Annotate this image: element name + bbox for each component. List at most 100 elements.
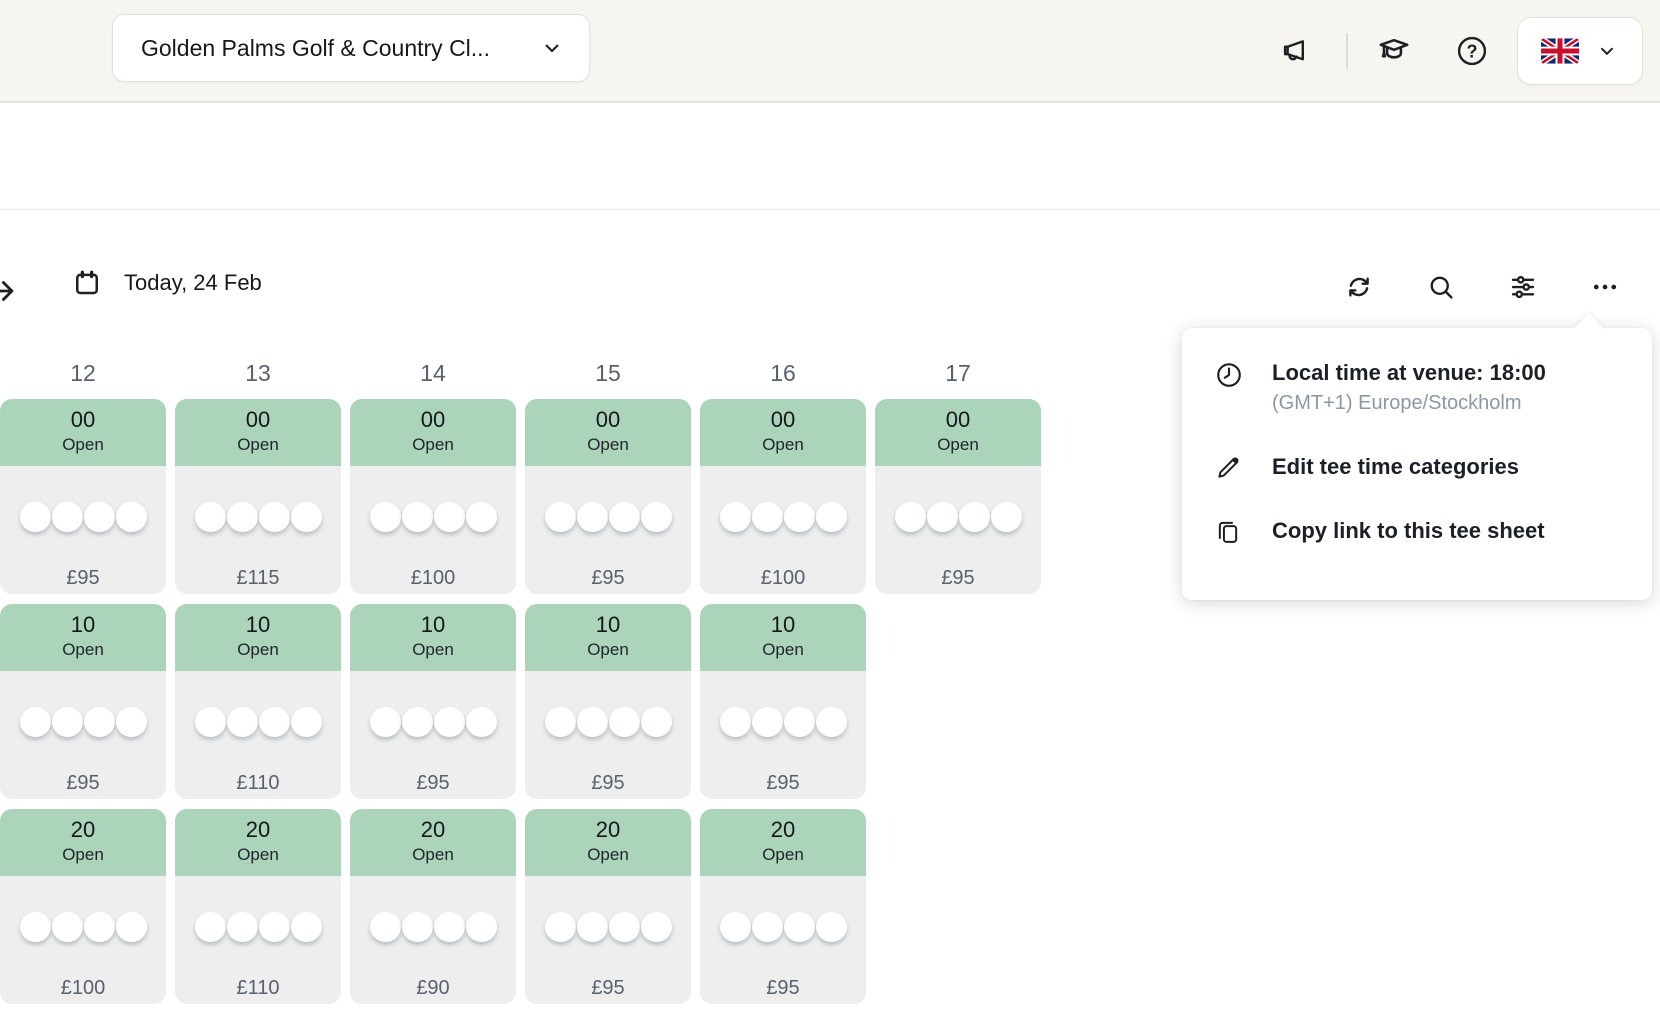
player-slot[interactable] bbox=[719, 707, 751, 737]
player-slot[interactable] bbox=[51, 502, 83, 532]
player-slot[interactable] bbox=[19, 707, 51, 737]
player-slot[interactable] bbox=[258, 707, 290, 737]
player-slot[interactable] bbox=[926, 502, 958, 532]
player-slot[interactable] bbox=[719, 912, 751, 942]
player-slot[interactable] bbox=[19, 502, 51, 532]
player-slot[interactable] bbox=[751, 912, 783, 942]
tee-time-card[interactable]: 10 Open £95 bbox=[0, 604, 166, 799]
help-button[interactable]: ? bbox=[1454, 33, 1490, 69]
player-slots bbox=[525, 502, 691, 532]
player-slot[interactable] bbox=[290, 502, 322, 532]
player-slot[interactable] bbox=[369, 912, 401, 942]
tee-time-card[interactable]: 10 Open £95 bbox=[525, 604, 691, 799]
local-time-title: Local time at venue: 18:00 bbox=[1272, 360, 1546, 385]
player-slot[interactable] bbox=[83, 912, 115, 942]
player-slot[interactable] bbox=[544, 707, 576, 737]
player-slot[interactable] bbox=[290, 912, 322, 942]
player-slot[interactable] bbox=[115, 912, 147, 942]
copy-link-label: Copy link to this tee sheet bbox=[1272, 518, 1545, 543]
player-slot[interactable] bbox=[401, 502, 433, 532]
player-slot[interactable] bbox=[783, 912, 815, 942]
player-slot[interactable] bbox=[115, 502, 147, 532]
player-slot[interactable] bbox=[51, 912, 83, 942]
player-slot[interactable] bbox=[194, 707, 226, 737]
player-slot[interactable] bbox=[783, 502, 815, 532]
player-slot[interactable] bbox=[226, 502, 258, 532]
player-slot[interactable] bbox=[465, 912, 497, 942]
player-slot[interactable] bbox=[544, 912, 576, 942]
player-slot[interactable] bbox=[751, 502, 783, 532]
tee-time-card[interactable]: 20 Open £95 bbox=[525, 809, 691, 1004]
player-slot[interactable] bbox=[226, 707, 258, 737]
player-slot[interactable] bbox=[290, 707, 322, 737]
player-slot[interactable] bbox=[433, 912, 465, 942]
player-slot[interactable] bbox=[576, 912, 608, 942]
filters-button[interactable] bbox=[1508, 272, 1538, 302]
section-divider bbox=[0, 209, 1660, 210]
player-slot[interactable] bbox=[258, 502, 290, 532]
player-slot[interactable] bbox=[640, 912, 672, 942]
menu-item-edit-categories[interactable]: Edit tee time categories bbox=[1214, 452, 1652, 482]
player-slot[interactable] bbox=[83, 707, 115, 737]
player-slot[interactable] bbox=[958, 502, 990, 532]
player-slot[interactable] bbox=[751, 707, 783, 737]
player-slot[interactable] bbox=[83, 502, 115, 532]
player-slot[interactable] bbox=[608, 912, 640, 942]
player-slot[interactable] bbox=[815, 707, 847, 737]
player-slot[interactable] bbox=[640, 707, 672, 737]
tee-time-card[interactable]: 00 Open £95 bbox=[875, 399, 1041, 594]
tee-time-card[interactable]: 00 Open £100 bbox=[700, 399, 866, 594]
collapse-panel-button[interactable] bbox=[0, 274, 19, 308]
announcements-button[interactable] bbox=[1278, 34, 1312, 68]
player-slot[interactable] bbox=[369, 502, 401, 532]
player-slot[interactable] bbox=[815, 502, 847, 532]
player-slot[interactable] bbox=[258, 912, 290, 942]
club-selector-dropdown[interactable]: Golden Palms Golf & Country Cl... bbox=[112, 14, 590, 82]
player-slot[interactable] bbox=[576, 707, 608, 737]
player-slot[interactable] bbox=[608, 502, 640, 532]
player-slot[interactable] bbox=[719, 502, 751, 532]
more-options-icon bbox=[1590, 272, 1620, 302]
tee-time-card[interactable]: 10 Open £110 bbox=[175, 604, 341, 799]
player-slot[interactable] bbox=[640, 502, 672, 532]
tee-time-card[interactable]: 20 Open £90 bbox=[350, 809, 516, 1004]
tee-time-card[interactable]: 00 Open £95 bbox=[525, 399, 691, 594]
player-slot[interactable] bbox=[608, 707, 640, 737]
player-slot[interactable] bbox=[894, 502, 926, 532]
player-slot[interactable] bbox=[433, 707, 465, 737]
tee-time-card[interactable]: 20 Open £100 bbox=[0, 809, 166, 1004]
player-slot[interactable] bbox=[433, 502, 465, 532]
player-slot[interactable] bbox=[544, 502, 576, 532]
player-slot[interactable] bbox=[401, 707, 433, 737]
menu-item-copy-link[interactable]: Copy link to this tee sheet bbox=[1214, 516, 1652, 546]
tee-time-card[interactable]: 20 Open £110 bbox=[175, 809, 341, 1004]
player-slots bbox=[0, 502, 166, 532]
player-slot[interactable] bbox=[401, 912, 433, 942]
tee-time-price: £115 bbox=[236, 567, 280, 589]
player-slot[interactable] bbox=[783, 707, 815, 737]
player-slot[interactable] bbox=[226, 912, 258, 942]
player-slot[interactable] bbox=[576, 502, 608, 532]
tee-time-card[interactable]: 00 Open £95 bbox=[0, 399, 166, 594]
player-slot[interactable] bbox=[194, 502, 226, 532]
date-picker[interactable]: Today, 24 Feb bbox=[72, 268, 262, 298]
refresh-button[interactable] bbox=[1344, 272, 1374, 302]
language-selector[interactable] bbox=[1517, 16, 1643, 85]
player-slot[interactable] bbox=[990, 502, 1022, 532]
tee-time-card[interactable]: 10 Open £95 bbox=[350, 604, 516, 799]
tee-time-card[interactable]: 10 Open £95 bbox=[700, 604, 866, 799]
player-slot[interactable] bbox=[815, 912, 847, 942]
learning-button[interactable] bbox=[1376, 33, 1412, 69]
player-slot[interactable] bbox=[19, 912, 51, 942]
player-slot[interactable] bbox=[465, 707, 497, 737]
tee-time-card[interactable]: 20 Open £95 bbox=[700, 809, 866, 1004]
tee-time-card[interactable]: 00 Open £100 bbox=[350, 399, 516, 594]
search-button[interactable] bbox=[1426, 272, 1456, 302]
more-options-button[interactable] bbox=[1590, 272, 1620, 302]
player-slot[interactable] bbox=[465, 502, 497, 532]
player-slot[interactable] bbox=[115, 707, 147, 737]
player-slot[interactable] bbox=[369, 707, 401, 737]
player-slot[interactable] bbox=[194, 912, 226, 942]
tee-time-card[interactable]: 00 Open £115 bbox=[175, 399, 341, 594]
player-slot[interactable] bbox=[51, 707, 83, 737]
